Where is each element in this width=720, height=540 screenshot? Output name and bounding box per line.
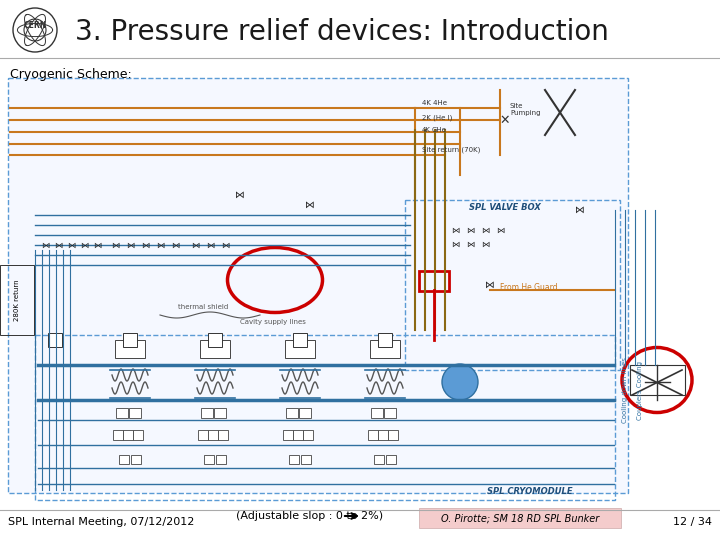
FancyBboxPatch shape <box>374 455 384 464</box>
Text: ⋈: ⋈ <box>481 226 489 234</box>
FancyBboxPatch shape <box>368 430 378 440</box>
Text: ⋈: ⋈ <box>191 240 199 249</box>
Text: ⋈: ⋈ <box>221 240 229 249</box>
FancyBboxPatch shape <box>48 333 62 347</box>
FancyBboxPatch shape <box>378 333 392 347</box>
FancyBboxPatch shape <box>208 430 218 440</box>
FancyBboxPatch shape <box>131 455 141 464</box>
Text: ⋈: ⋈ <box>206 240 214 249</box>
Text: Cryogenic Scheme:: Cryogenic Scheme: <box>10 68 132 81</box>
FancyBboxPatch shape <box>200 340 230 358</box>
FancyBboxPatch shape <box>129 408 141 418</box>
FancyBboxPatch shape <box>123 333 137 347</box>
FancyBboxPatch shape <box>299 408 311 418</box>
Text: ⋈: ⋈ <box>496 226 504 234</box>
FancyBboxPatch shape <box>384 408 396 418</box>
Text: ⋈: ⋈ <box>305 200 315 210</box>
Text: Cavity supply lines: Cavity supply lines <box>240 319 306 325</box>
FancyBboxPatch shape <box>370 340 400 358</box>
FancyBboxPatch shape <box>208 333 222 347</box>
FancyBboxPatch shape <box>386 455 396 464</box>
FancyBboxPatch shape <box>115 340 145 358</box>
Text: Couplers Cooling: Couplers Cooling <box>637 361 643 420</box>
Text: SPL CRYOMODULE: SPL CRYOMODULE <box>487 488 573 496</box>
Text: 2K (He I): 2K (He I) <box>422 115 452 122</box>
Text: SPL VALVE BOX: SPL VALVE BOX <box>469 202 541 212</box>
FancyBboxPatch shape <box>293 333 307 347</box>
FancyBboxPatch shape <box>133 430 143 440</box>
Text: O. Pirotte; SM 18 RD SPL Bunker: O. Pirotte; SM 18 RD SPL Bunker <box>441 514 599 524</box>
Text: ⋈: ⋈ <box>126 240 134 249</box>
FancyBboxPatch shape <box>388 430 398 440</box>
FancyBboxPatch shape <box>113 430 123 440</box>
Text: ⋈: ⋈ <box>575 205 585 215</box>
Text: ⋈: ⋈ <box>485 280 495 290</box>
Text: ⋈: ⋈ <box>141 240 149 249</box>
Text: ⋈: ⋈ <box>41 240 49 249</box>
Text: CERN: CERN <box>23 21 47 30</box>
Text: Site
Pumping: Site Pumping <box>510 104 541 117</box>
Text: 3. Pressure relief devices: Introduction: 3. Pressure relief devices: Introduction <box>75 18 609 46</box>
Text: ⋈: ⋈ <box>235 190 245 200</box>
Text: ⋈: ⋈ <box>466 240 474 248</box>
Text: ⋈: ⋈ <box>93 240 102 249</box>
Text: SPL Internal Meeting, 07/12/2012: SPL Internal Meeting, 07/12/2012 <box>8 517 194 527</box>
Text: ⋈: ⋈ <box>156 240 164 249</box>
Text: ⋈: ⋈ <box>171 240 179 249</box>
Text: 4K: 4K <box>422 127 431 133</box>
Text: Cooling down lines: Cooling down lines <box>622 357 628 423</box>
FancyBboxPatch shape <box>286 408 298 418</box>
Text: ✕: ✕ <box>500 113 510 126</box>
FancyBboxPatch shape <box>198 430 208 440</box>
FancyBboxPatch shape <box>216 455 226 464</box>
Text: ⋈: ⋈ <box>67 240 75 249</box>
Text: ⋈: ⋈ <box>80 240 88 249</box>
Text: ⋈: ⋈ <box>481 240 489 248</box>
Text: From He Guard: From He Guard <box>500 282 557 292</box>
Text: 280K return: 280K return <box>14 279 20 321</box>
Text: 12 / 34: 12 / 34 <box>673 517 712 527</box>
FancyBboxPatch shape <box>293 430 303 440</box>
Text: GHe: GHe <box>432 127 447 133</box>
FancyBboxPatch shape <box>283 430 293 440</box>
FancyBboxPatch shape <box>303 430 313 440</box>
FancyBboxPatch shape <box>119 455 129 464</box>
Text: (Adjustable slop : 0 to 2%): (Adjustable slop : 0 to 2%) <box>236 511 384 521</box>
FancyBboxPatch shape <box>378 430 388 440</box>
FancyBboxPatch shape <box>419 508 621 528</box>
Text: Site return (70K): Site return (70K) <box>422 147 480 153</box>
Text: ⋈: ⋈ <box>466 226 474 234</box>
Text: ⋈: ⋈ <box>451 240 459 248</box>
FancyBboxPatch shape <box>123 430 133 440</box>
FancyBboxPatch shape <box>301 455 311 464</box>
Text: ⋈: ⋈ <box>54 240 62 249</box>
FancyBboxPatch shape <box>204 455 214 464</box>
FancyBboxPatch shape <box>201 408 213 418</box>
FancyBboxPatch shape <box>116 408 128 418</box>
FancyBboxPatch shape <box>289 455 299 464</box>
Text: ⋈: ⋈ <box>111 240 120 249</box>
FancyBboxPatch shape <box>214 408 226 418</box>
Circle shape <box>442 364 478 400</box>
FancyBboxPatch shape <box>218 430 228 440</box>
FancyBboxPatch shape <box>8 78 628 493</box>
Text: thermal shield: thermal shield <box>178 304 228 310</box>
FancyBboxPatch shape <box>371 408 383 418</box>
Text: 4K 4He: 4K 4He <box>422 100 447 106</box>
Text: ⋈: ⋈ <box>451 226 459 234</box>
FancyBboxPatch shape <box>285 340 315 358</box>
